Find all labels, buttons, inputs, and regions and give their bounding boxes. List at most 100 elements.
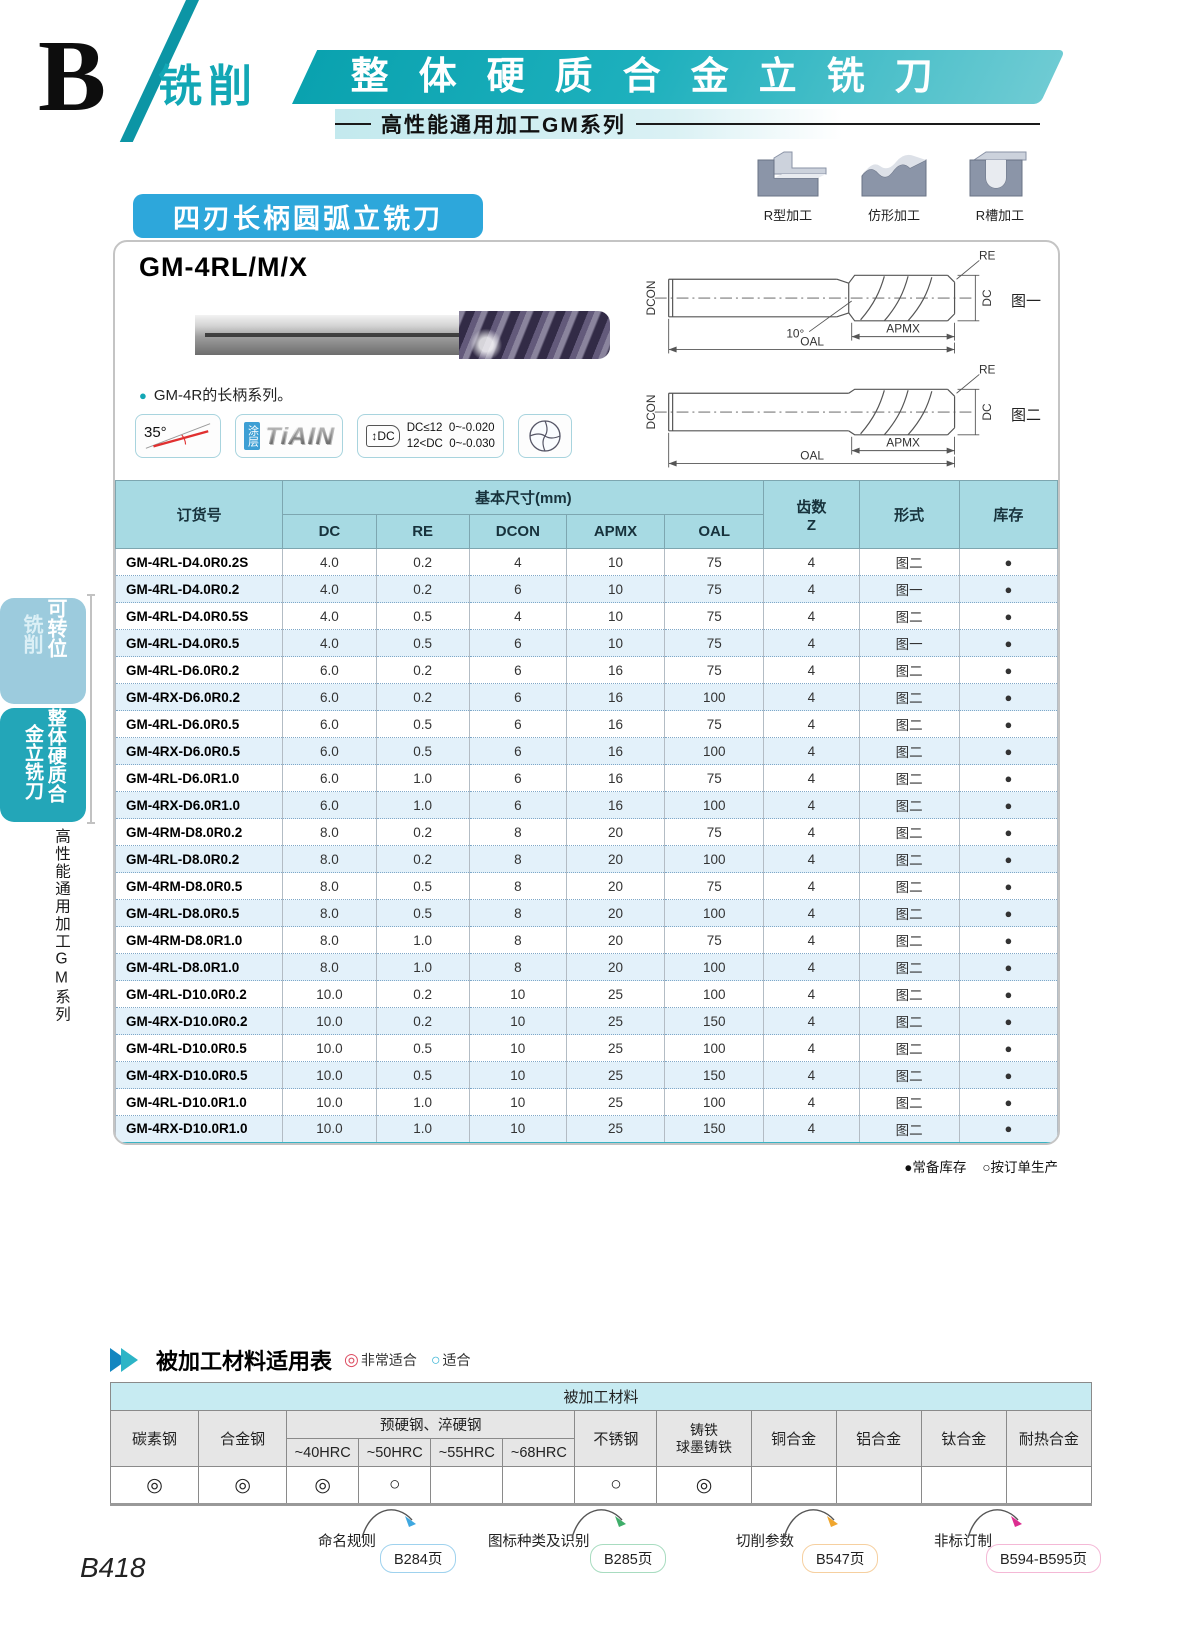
tab1-col1: 可转位	[44, 598, 66, 658]
oal-cell: 100	[664, 683, 765, 711]
sidebar-tab2-text: 整体硬质合 金立铣刀	[20, 708, 66, 822]
form-cell: 图二	[858, 1034, 960, 1062]
apmx-cell: 20	[565, 953, 666, 981]
spec-table-body: GM-4RL-D4.0R0.2S 4.0 0.2 4 10 75 4 图二 ● GM-4RL-D4…	[115, 548, 1058, 1143]
re-cell: 0.2	[375, 548, 470, 576]
col-cast-iron: 铸铁 球墨铸铁	[656, 1410, 752, 1467]
oal-cell: 75	[664, 602, 765, 630]
teeth-cell: 4	[763, 953, 860, 981]
helix-angle-value: 35°	[144, 424, 167, 441]
col-header-teeth: 齿数 Z	[763, 480, 860, 549]
dc-cell: 4.0	[282, 548, 377, 576]
excellent-label: 非常适合	[360, 1352, 417, 1368]
form-cell: 图一	[858, 629, 960, 657]
form-cell: 图二	[858, 926, 960, 954]
apmx-cell: 25	[565, 1007, 666, 1035]
figure-1-drawing: DCON RE DC APMX OAL 10°	[644, 248, 996, 354]
form-cell: 图二	[858, 710, 960, 738]
order-no-cell: GM-4RL-D10.0R1.0	[115, 1088, 284, 1116]
footer-page-ref[interactable]: B285页	[590, 1544, 667, 1573]
material-legend: ◎ 非常适合 ○ 适合	[344, 1350, 471, 1370]
teeth-cell: 4	[763, 845, 860, 873]
divider	[335, 123, 371, 125]
endmill-shank-image	[195, 315, 465, 355]
figure-2-drawing: DCON RE DC APMX OAL	[644, 362, 996, 468]
dim-dc: DC	[980, 289, 994, 307]
form-cell: 图二	[858, 980, 960, 1008]
tolerance-line-1: DC≤12 0~-0.020	[406, 421, 495, 434]
form-cell: 图二	[858, 737, 960, 765]
col-header-oal: OAL	[664, 514, 765, 549]
re-cell: 1.0	[375, 1088, 470, 1116]
form-cell: 图二	[858, 1007, 960, 1035]
re-cell: 0.2	[375, 845, 470, 873]
re-cell: 1.0	[375, 953, 470, 981]
footer-link-label: 切削参数	[736, 1534, 794, 1550]
sidebar-extent-line	[87, 594, 95, 824]
re-cell: 0.5	[375, 899, 470, 927]
dc-cell: 6.0	[282, 764, 377, 792]
apmx-cell: 20	[565, 926, 666, 954]
flute-cross-section-icon	[529, 420, 561, 452]
apmx-cell: 20	[565, 818, 666, 846]
form-cell: 图二	[858, 899, 960, 927]
dc-cell: 8.0	[282, 926, 377, 954]
dc-tolerance-icon: ↕DC DC≤12 0~-0.020 12<DC 0~-0.030	[357, 414, 504, 458]
stock-cell: ●	[958, 818, 1058, 846]
dc-cell: 4.0	[282, 602, 377, 630]
teeth-cell: 4	[763, 548, 860, 576]
dcon-cell: 10	[468, 1088, 567, 1116]
material-group-header: 被加工材料	[110, 1382, 1092, 1411]
stock-cell: ●	[958, 602, 1058, 630]
oal-cell: 100	[664, 791, 765, 819]
stock-legend-on-order: ○按订单生产	[982, 1160, 1058, 1175]
legend-good: ○ 适合	[431, 1350, 471, 1370]
dc-cell: 10.0	[282, 1088, 377, 1116]
divider	[635, 123, 1040, 125]
footer-page-ref[interactable]: B594-B595页	[986, 1544, 1102, 1573]
oal-cell: 75	[664, 575, 765, 603]
footer-page-ref[interactable]: B547页	[802, 1544, 879, 1573]
oal-cell: 100	[664, 845, 765, 873]
order-no-cell: GM-4RM-D8.0R0.2	[115, 818, 284, 846]
spec-table: 订货号 基本尺寸(mm) 齿数 Z 形式 库存 DC RE DCON APMX …	[115, 480, 1058, 1143]
sidebar-tab1-text: 可转位 铣削	[19, 598, 67, 704]
form-cell: 图二	[858, 1115, 960, 1143]
teeth-cell: 4	[763, 764, 860, 792]
dc-cell: 6.0	[282, 683, 377, 711]
re-cell: 0.2	[375, 656, 470, 684]
feature-icons: 35° 涂层 TiAIN ↕DC DC≤12 0~-0.020 12<DC 0~-…	[135, 414, 572, 458]
helix-angle-lines	[145, 423, 211, 449]
form-cell: 图二	[858, 791, 960, 819]
sidebar-tab-indexable-milling[interactable]: 可转位 铣削	[0, 598, 86, 704]
rating-cell	[835, 1466, 922, 1505]
oal-cell: 75	[664, 926, 765, 954]
machining-icon-profiling: 仿形加工	[848, 150, 940, 224]
dim-apmx: APMX	[886, 436, 920, 450]
col-copper: 铜合金	[750, 1410, 837, 1467]
footer-page-ref[interactable]: B284页	[380, 1544, 457, 1573]
rating-cell: ○	[358, 1466, 432, 1505]
sidebar-tab-solid-carbide-endmill[interactable]: 整体硬质合 金立铣刀	[0, 708, 86, 822]
apmx-cell: 20	[565, 872, 666, 900]
order-no-cell: GM-4RX-D10.0R0.5	[115, 1061, 284, 1089]
legend-excellent: ◎ 非常适合	[344, 1350, 417, 1370]
dc-cell: 8.0	[282, 953, 377, 981]
apmx-cell: 16	[565, 656, 666, 684]
dc-cell: 4.0	[282, 575, 377, 603]
order-no-cell: GM-4RL-D8.0R0.5	[115, 899, 284, 927]
apmx-cell: 20	[565, 899, 666, 927]
curved-arrow-icon	[967, 1509, 1022, 1539]
rating-cell	[920, 1466, 1007, 1505]
product-panel: GM-4RL/M/X GM-4R的长柄系列。 35° 涂层 TiAIN ↕DC	[113, 240, 1060, 1145]
dcon-cell: 8	[468, 899, 567, 927]
machining-icon-label: R型加工	[763, 208, 813, 223]
oal-cell: 100	[664, 980, 765, 1008]
teeth-cell: 4	[763, 1061, 860, 1089]
good-symbol: ○	[430, 1352, 441, 1369]
stock-cell: ●	[958, 953, 1058, 981]
oal-cell: 100	[664, 1034, 765, 1062]
rating-cell	[750, 1466, 837, 1505]
oal-cell: 100	[664, 953, 765, 981]
machining-icons: R型加工 仿形加工 R槽加工	[742, 150, 1046, 224]
